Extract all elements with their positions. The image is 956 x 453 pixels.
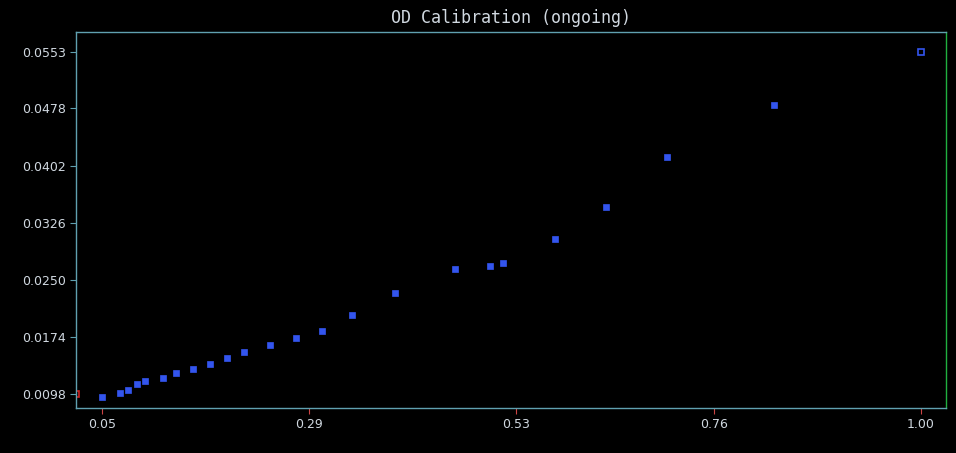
Title: OD Calibration (ongoing): OD Calibration (ongoing) bbox=[391, 10, 632, 27]
